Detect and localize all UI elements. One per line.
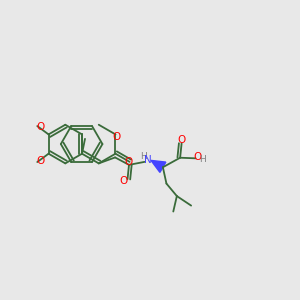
Text: O: O [178, 136, 186, 146]
Text: H: H [140, 152, 147, 161]
Text: O: O [193, 152, 201, 162]
Text: O: O [37, 156, 45, 166]
Text: O: O [37, 122, 45, 132]
Text: H: H [199, 155, 206, 164]
Polygon shape [151, 160, 166, 172]
Text: O: O [113, 132, 121, 142]
Text: N: N [144, 154, 152, 164]
Text: O: O [124, 157, 132, 167]
Text: O: O [120, 176, 128, 186]
